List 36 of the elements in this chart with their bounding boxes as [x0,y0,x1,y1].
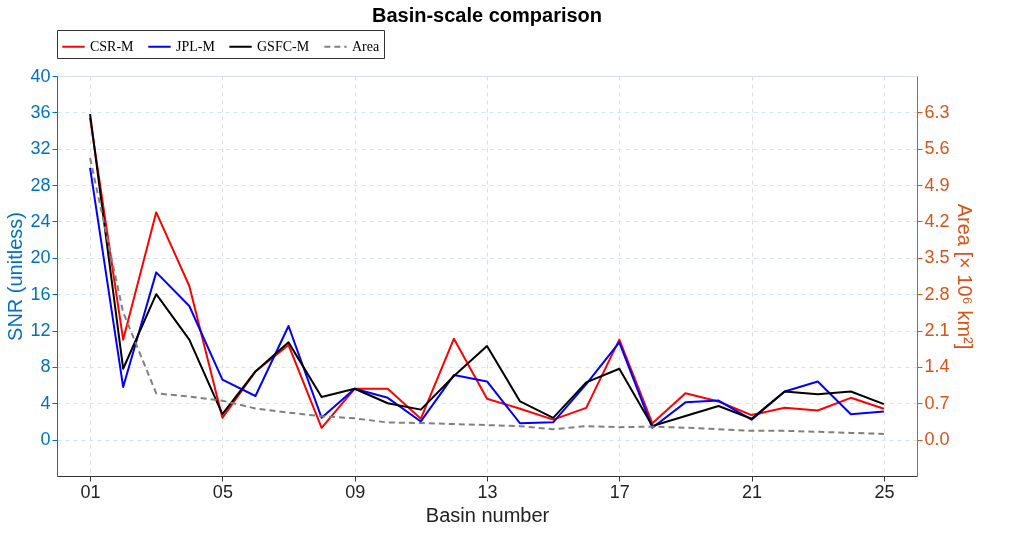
y-tick-label: 8 [40,356,51,377]
y-tick-label: 20 [30,247,51,268]
x-tick-label: 25 [874,481,895,502]
x-tick-label: 09 [345,481,366,502]
y-tick-label: 4 [40,392,51,413]
y-tick-label: 32 [30,138,51,159]
y-tick-label: 16 [30,283,51,304]
y-tick-label: 0 [40,429,51,450]
legend-label: GSFC-M [257,38,310,54]
y2-tick-label: 3.5 [924,247,950,268]
x-tick-label: 21 [742,481,763,502]
y-tick-label: 24 [30,210,51,231]
y2-tick-label: 6.3 [924,101,950,122]
x-tick-label: 01 [80,481,101,502]
y2-tick-label: 0.7 [924,392,950,413]
y2-tick-label: 1.4 [924,356,950,377]
legend-label: JPL-M [176,38,216,54]
y-tick-label: 28 [30,174,51,195]
x-axis-title: Basin number [425,503,550,526]
y2-tick-label: 2.8 [924,283,950,304]
x-tick-label: 13 [477,481,498,502]
y2-tick-label: 5.6 [924,138,950,159]
y2-axis-title: Area [× 10⁶ km²] [953,203,976,350]
y-tick-label: 12 [30,320,51,341]
y-tick-label: 40 [30,65,51,86]
y-axis-title: SNR (unitless) [4,212,27,341]
legend-label: Area [352,38,380,54]
x-tick-label: 05 [212,481,233,502]
chart-title: Basin-scale comparison [371,3,603,26]
y-tick-label: 36 [30,101,51,122]
y2-tick-label: 2.1 [924,320,950,341]
y2-tick-label: 4.9 [924,174,950,195]
legend-label: CSR-M [90,38,135,54]
y2-tick-label: 0.0 [924,429,950,450]
x-tick-label: 17 [609,481,630,502]
y2-tick-label: 4.2 [924,210,950,231]
